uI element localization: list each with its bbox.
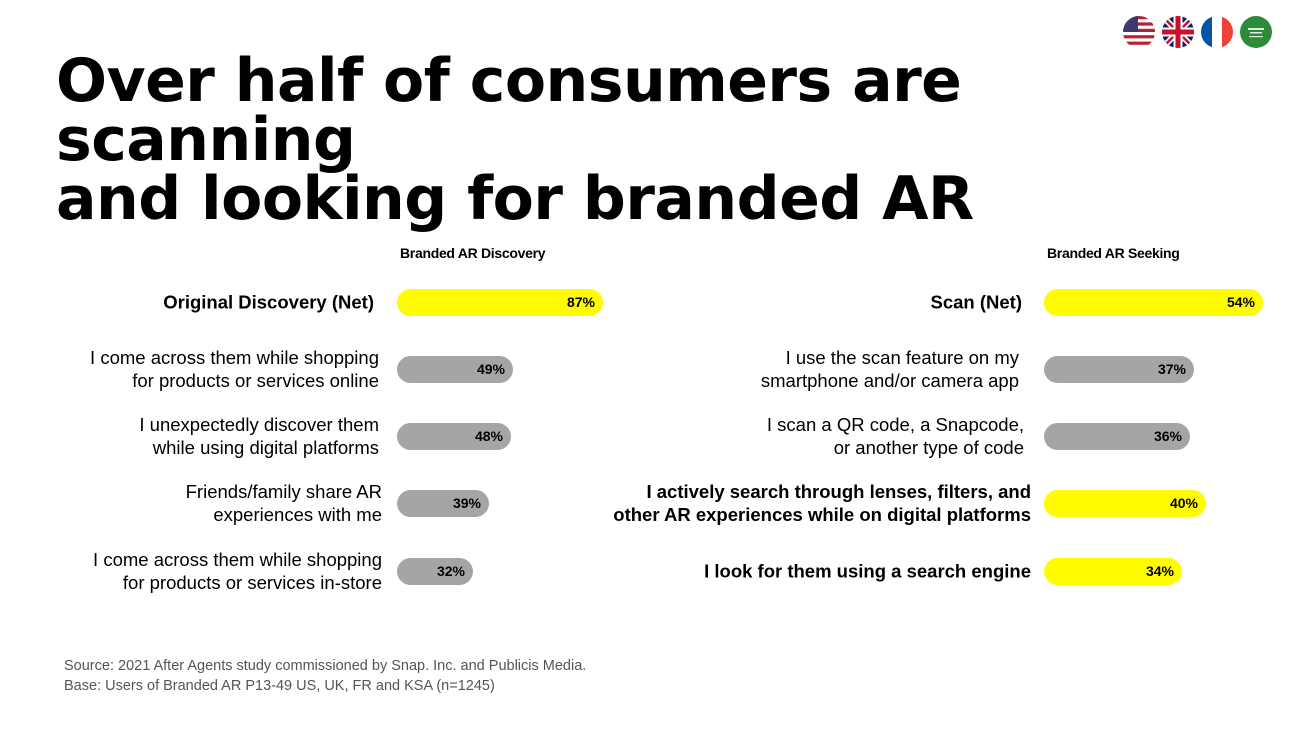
discovery-chart-title: Branded AR Discovery [400, 245, 546, 261]
discovery-bar: 49% [397, 355, 513, 383]
discovery-bar: 87% [397, 288, 603, 316]
discovery-category-label-line: Original Discovery (Net) [163, 291, 374, 313]
seeking-bar: 54% [1044, 288, 1263, 316]
seeking-category-label: I actively search through lenses, filter… [613, 480, 1031, 526]
discovery-value-label: 39% [452, 495, 481, 511]
seeking-category-label-line: I look for them using a search engine [704, 560, 1031, 582]
discovery-value-label: 32% [436, 563, 465, 579]
page-title: Over half of consumers are scanning and … [56, 46, 1156, 234]
seeking-value-label: 37% [1157, 361, 1186, 377]
seeking-category-label: I scan a QR code, a Snapcode, or another … [767, 413, 1024, 459]
discovery-category-label-line: experiences with me [213, 504, 382, 525]
saudi-arabia-flag-icon[interactable] [1240, 16, 1272, 48]
france-flag-icon[interactable] [1201, 16, 1233, 48]
discovery-category-label: Original Discovery (Net) [163, 291, 374, 314]
footnote-source: Source: 2021 After Agents study commissi… [64, 658, 587, 674]
footnote-base: Base: Users of Branded AR P13-49 US, UK,… [64, 678, 495, 694]
us-flag-icon[interactable] [1123, 16, 1155, 48]
discovery-category-label-line: while using digital platforms [152, 437, 379, 458]
seeking-value-label: 54% [1226, 294, 1255, 310]
discovery-category-label-line: for products or services in-store [122, 572, 382, 593]
discovery-category-label-line: I unexpectedly discover them [139, 414, 379, 435]
seeking-category-label: I look for them using a search engine [704, 560, 1031, 583]
seeking-bar: 34% [1044, 557, 1182, 585]
discovery-category-label: I come across them while shopping for pro… [90, 346, 379, 392]
seeking-value-label: 40% [1169, 495, 1198, 511]
seeking-value-label: 34% [1145, 563, 1174, 579]
discovery-value-label: 48% [474, 428, 503, 444]
seeking-bar: 36% [1044, 422, 1190, 450]
seeking-category-label-line: smartphone and/or camera app [760, 370, 1019, 391]
discovery-value-label: 49% [476, 361, 505, 377]
seeking-category-label-line: other AR experiences while on digital pl… [613, 504, 1031, 525]
title-line-1: Over half of consumers are scanning [56, 46, 962, 175]
seeking-chart-title: Branded AR Seeking [1047, 245, 1180, 261]
seeking-category-label-line: Scan (Net) [930, 291, 1023, 313]
discovery-bar: 48% [397, 422, 511, 450]
title-line-2: and looking for branded AR [56, 164, 974, 234]
discovery-category-label: I come across them while shopping for pro… [93, 548, 382, 594]
discovery-category-label-line: I come across them while shopping [93, 549, 382, 570]
seeking-category-label: Scan (Net) [931, 291, 1023, 314]
discovery-category-label-line: for products or services online [132, 370, 379, 391]
discovery-category-label: I unexpectedly discover them while using … [139, 413, 379, 459]
seeking-bar: 40% [1044, 489, 1206, 517]
seeking-category-label-line: I use the scan feature on my [785, 347, 1019, 368]
discovery-category-label-line: Friends/family share AR [185, 481, 382, 502]
language-flags [1123, 16, 1272, 48]
discovery-category-label: Friends/family share AR experiences with … [186, 480, 382, 526]
discovery-value-label: 87% [566, 294, 595, 310]
seeking-category-label: I use the scan feature on my smartphone a… [761, 346, 1019, 392]
seeking-category-label-line: I actively search through lenses, filter… [646, 481, 1031, 502]
discovery-category-label-line: I come across them while shopping [90, 347, 379, 368]
seeking-value-label: 36% [1153, 428, 1182, 444]
discovery-bar: 39% [397, 489, 489, 517]
seeking-category-label-line: I scan a QR code, a Snapcode, [766, 414, 1024, 435]
discovery-bar: 32% [397, 557, 473, 585]
seeking-bar: 37% [1044, 355, 1194, 383]
seeking-category-label-line: or another type of code [833, 437, 1024, 458]
uk-flag-icon[interactable] [1162, 16, 1194, 48]
footnote: Source: 2021 After Agents study commissi… [64, 656, 586, 696]
